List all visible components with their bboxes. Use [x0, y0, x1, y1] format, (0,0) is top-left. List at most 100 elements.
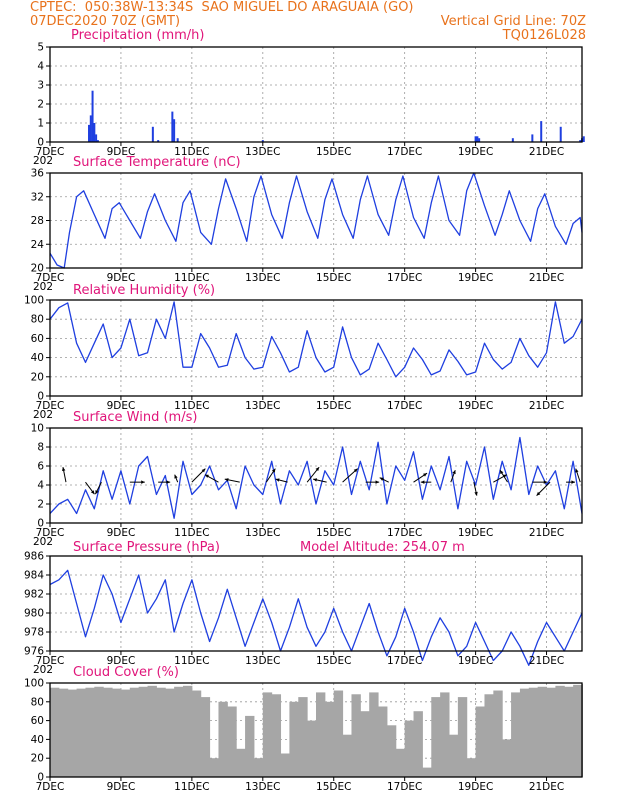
humidity-xtick-label: 17DEC [387, 400, 422, 412]
wind-vector-head [275, 478, 280, 482]
humidity-year-label: 202 [33, 409, 53, 421]
pressure-ytick-label: 982 [24, 589, 44, 601]
cloud-cover-bar [573, 684, 583, 777]
wind-ytick-label: 8 [37, 442, 44, 454]
cloud-cover-bar [103, 687, 113, 777]
cloud-cover-bar [245, 715, 255, 777]
temperature-xtick-label: 9DEC [107, 272, 136, 284]
wind-xtick-label: 17DEC [387, 527, 422, 539]
cloud-cover-bar [236, 748, 246, 777]
cloud-cover-bar [537, 686, 548, 777]
cloud-cover-bar [404, 720, 415, 777]
cloud-cover-bar [156, 687, 166, 777]
cloud-cover-bar [484, 694, 494, 777]
cloud-cover-bar [50, 687, 60, 777]
pressure-year-label: 202 [33, 664, 53, 676]
humidity-xtick-label: 19DEC [458, 400, 493, 412]
cloud-cover-bar [493, 690, 503, 777]
cloud-cover-bar [413, 711, 423, 777]
cloud-cover-bar [511, 692, 521, 777]
temperature-ytick-label: 36 [31, 168, 45, 180]
pressure-xtick-label: 15DEC [316, 655, 351, 667]
cloud-xtick-label: 21DEC [529, 781, 564, 793]
temperature-xtick-label: 13DEC [245, 272, 280, 284]
wind-title: Surface Wind (m/s) [73, 410, 198, 425]
precip-bar [474, 136, 477, 142]
cloud-cover-bar [174, 686, 184, 777]
pressure-xtick-label: 7DEC [36, 655, 65, 667]
temperature-xtick-label: 21DEC [529, 272, 564, 284]
cloud-cover-bar [333, 690, 344, 777]
cloud-ytick-label: 80 [31, 696, 44, 708]
cloud-cover-bar [351, 694, 361, 777]
wind-vector-head [201, 468, 206, 473]
cloud-cover-bar [519, 688, 530, 777]
cloud-xtick-label: 15DEC [316, 781, 351, 793]
humidity-xtick-label: 15DEC [316, 400, 351, 412]
wind-xtick-label: 15DEC [316, 527, 351, 539]
cloud-cover-bar [280, 753, 290, 777]
pressure-ytick-label: 976 [24, 646, 44, 658]
cloud-cover-bar [342, 734, 352, 777]
wind-ytick-label: 10 [31, 423, 44, 435]
precip-bar [478, 138, 481, 142]
pressure-ytick-label: 986 [24, 551, 44, 563]
cloud-frame [49, 682, 583, 778]
cloud-cover-bar [378, 706, 388, 777]
cloud-cover-bar [253, 758, 264, 777]
wind-vector-head [166, 480, 171, 484]
wind-vector-head [61, 467, 66, 472]
humidity-xtick-label: 11DEC [174, 400, 209, 412]
precip-xtick-label: 17DEC [387, 146, 422, 158]
header-station: CPTEC: 050:38W-13:34S SAO MIGUEL DO ARAG… [30, 0, 414, 15]
cloud-cover-bar [502, 739, 512, 777]
temperature-xtick-label: 11DEC [174, 272, 209, 284]
humidity-ytick-label: 60 [31, 333, 44, 345]
cloud-ytick-label: 40 [31, 734, 44, 746]
cloud-ytick-label: 60 [31, 715, 44, 727]
wind-vector-head [174, 474, 178, 479]
precipitation-title: Precipitation (mm/h) [71, 28, 205, 43]
cloud-cover-bar [449, 734, 459, 777]
precip-frame [49, 46, 583, 143]
cloud-cover-bar [555, 685, 565, 777]
wind-vector-head [500, 470, 504, 475]
precip-xtick-label: 15DEC [316, 146, 351, 158]
wind-vector-head [224, 478, 229, 482]
cloud-cover-bar [183, 685, 193, 777]
precip-bar [579, 140, 582, 142]
wind-xtick-label: 19DEC [458, 527, 493, 539]
wind-vector-head [420, 480, 425, 484]
precip-ytick-label: 5 [37, 42, 44, 54]
humidity-ytick-label: 100 [24, 295, 44, 307]
cloud-cover-bar [422, 767, 432, 777]
cloud-cover-bar [386, 725, 397, 777]
cloud-xtick-label: 11DEC [174, 781, 209, 793]
cloud-cover-bar [440, 692, 450, 777]
pressure-series-line [49, 569, 583, 666]
humidity-xtick-label: 13DEC [245, 400, 280, 412]
wind-vector-head [571, 480, 576, 484]
cloud-cover-bar [457, 697, 468, 777]
precip-bar [582, 136, 585, 142]
wind-vector-head [95, 490, 99, 495]
header-date: 07DEC2020 70Z (GMT) [30, 14, 181, 29]
precip-xtick-label: 13DEC [245, 146, 280, 158]
precip-bar [511, 138, 514, 142]
wind-vector-head [315, 467, 320, 472]
precip-bar [171, 111, 174, 142]
precip-bar [559, 126, 562, 142]
pressure-xtick-label: 13DEC [245, 655, 280, 667]
cloud-cover-bar [431, 697, 441, 777]
cloud-cover-bar [129, 687, 140, 777]
precip-bar [261, 140, 264, 142]
cloud-cover-bar [395, 748, 406, 777]
cloud-xtick-label: 9DEC [107, 781, 136, 793]
cloud-cover-bar [227, 706, 237, 777]
pressure-ytick-label: 980 [24, 608, 44, 620]
wind-vector-head [141, 480, 145, 484]
humidity-ytick-label: 40 [31, 352, 44, 364]
wind-vector-head [423, 473, 428, 477]
precip-bar [95, 134, 98, 142]
